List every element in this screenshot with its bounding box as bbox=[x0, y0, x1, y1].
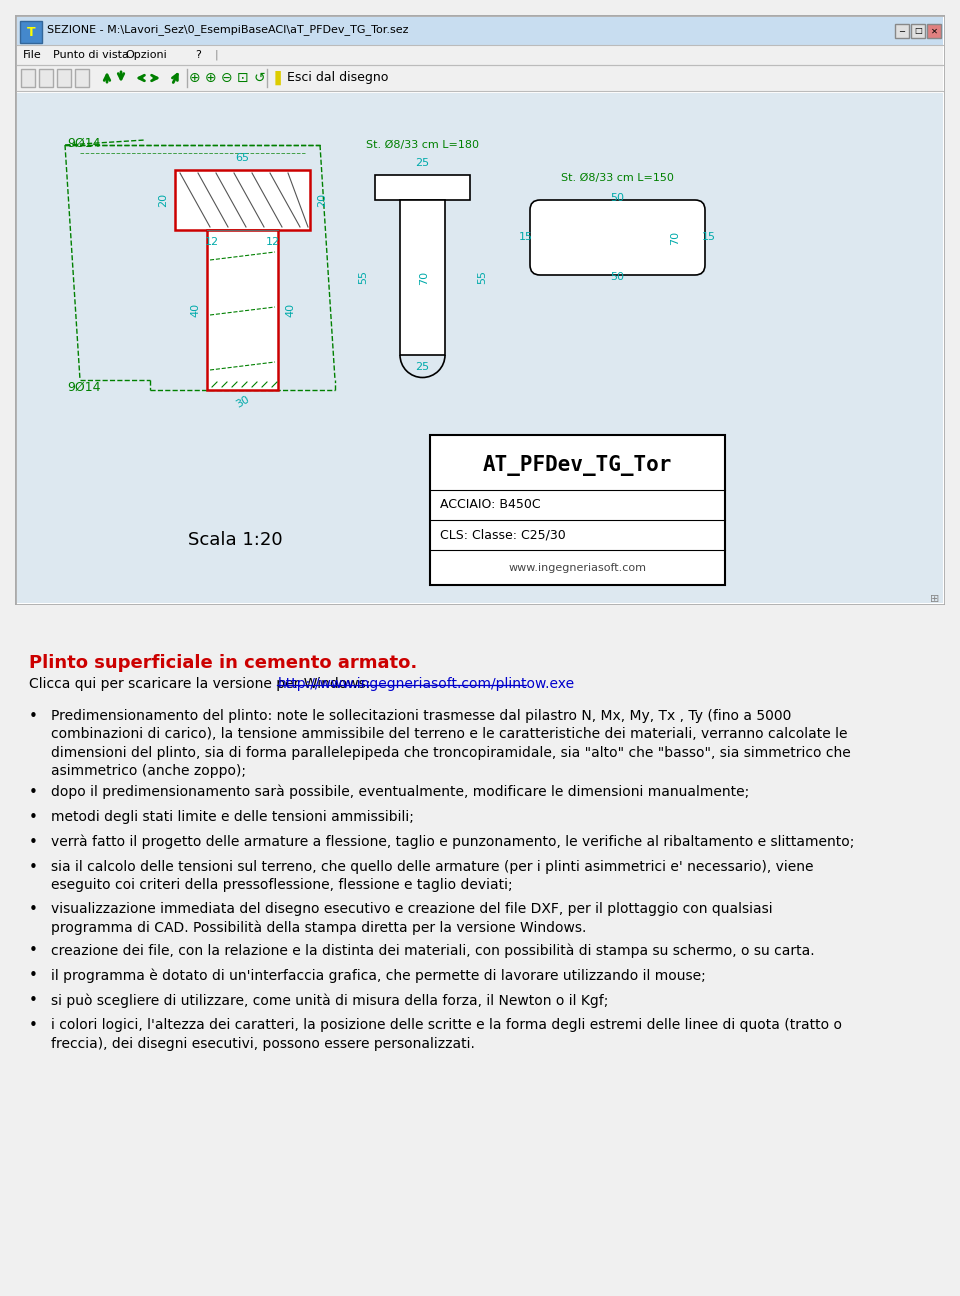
Text: □: □ bbox=[914, 26, 922, 35]
Text: 12: 12 bbox=[204, 237, 219, 248]
Text: 9Ø14: 9Ø14 bbox=[67, 381, 101, 394]
Text: 55: 55 bbox=[358, 271, 368, 285]
Text: •: • bbox=[29, 859, 37, 875]
Bar bbox=[927, 25, 941, 38]
Text: AT_PFDev_TG_Tor: AT_PFDev_TG_Tor bbox=[483, 455, 672, 476]
Text: verrà fatto il progetto delle armature a flessione, taglio e punzonamento, le ve: verrà fatto il progetto delle armature a… bbox=[51, 835, 854, 849]
Text: 25: 25 bbox=[416, 158, 429, 168]
Bar bbox=[39, 69, 53, 87]
Text: 15: 15 bbox=[519, 232, 533, 242]
Bar bbox=[17, 17, 943, 45]
Text: •: • bbox=[29, 810, 37, 824]
Text: 20: 20 bbox=[158, 193, 168, 207]
Text: Predimensionamento del plinto: note le sollecitazioni trasmesse dal pilastro N, : Predimensionamento del plinto: note le s… bbox=[51, 709, 851, 778]
Text: •: • bbox=[29, 994, 37, 1008]
Text: metodi degli stati limite e delle tensioni ammissibili;: metodi degli stati limite e delle tensio… bbox=[51, 810, 414, 824]
Text: Scala 1:20: Scala 1:20 bbox=[188, 531, 282, 550]
Bar bbox=[17, 45, 943, 65]
Text: 65: 65 bbox=[235, 153, 250, 163]
Bar bbox=[17, 93, 943, 603]
Text: SEZIONE - M:\Lavori_Sez\0_EsempiBaseACI\aT_PFDev_TG_Tor.sez: SEZIONE - M:\Lavori_Sez\0_EsempiBaseACI\… bbox=[47, 25, 409, 35]
Text: Esci dal disegno: Esci dal disegno bbox=[287, 71, 389, 84]
Text: •: • bbox=[29, 902, 37, 916]
Bar bbox=[400, 200, 445, 355]
Text: dopo il predimensionamento sarà possibile, eventualmente, modificare le dimensio: dopo il predimensionamento sarà possibil… bbox=[51, 784, 749, 800]
Text: Plinto superficiale in cemento armato.: Plinto superficiale in cemento armato. bbox=[29, 654, 417, 671]
Text: 50: 50 bbox=[611, 193, 625, 203]
Text: 55: 55 bbox=[477, 271, 487, 285]
Text: Opzioni: Opzioni bbox=[125, 51, 167, 60]
Text: 70: 70 bbox=[420, 271, 429, 285]
FancyBboxPatch shape bbox=[530, 200, 705, 275]
Text: 40: 40 bbox=[285, 303, 295, 318]
Bar bbox=[20, 21, 42, 43]
Bar bbox=[17, 93, 943, 603]
Text: Punto di vista: Punto di vista bbox=[53, 51, 129, 60]
Text: •: • bbox=[29, 943, 37, 959]
Bar bbox=[175, 170, 310, 229]
Text: 70: 70 bbox=[670, 231, 680, 245]
Text: File: File bbox=[23, 51, 41, 60]
Bar bbox=[17, 65, 943, 91]
Text: T: T bbox=[27, 26, 36, 39]
Text: ⊞: ⊞ bbox=[930, 594, 940, 604]
Text: 25: 25 bbox=[416, 362, 429, 372]
Text: St. Ø8/33 cm L=150: St. Ø8/33 cm L=150 bbox=[561, 172, 674, 183]
Text: ↺: ↺ bbox=[253, 71, 265, 86]
Text: 9Ø14: 9Ø14 bbox=[67, 136, 101, 149]
Text: •: • bbox=[29, 1019, 37, 1033]
Text: visualizzazione immediata del disegno esecutivo e creazione del file DXF, per il: visualizzazione immediata del disegno es… bbox=[51, 902, 773, 934]
Text: ?: ? bbox=[195, 51, 201, 60]
Text: |: | bbox=[215, 49, 219, 60]
Bar bbox=[207, 229, 278, 390]
Text: •: • bbox=[29, 835, 37, 850]
Text: il programma è dotato di un'interfaccia grafica, che permette di lavorare utiliz: il programma è dotato di un'interfaccia … bbox=[51, 968, 706, 982]
Text: •: • bbox=[29, 968, 37, 984]
Text: CLS: Classe: C25/30: CLS: Classe: C25/30 bbox=[440, 529, 565, 542]
Text: 30: 30 bbox=[234, 394, 252, 410]
Text: ⊡: ⊡ bbox=[237, 71, 249, 86]
Text: creazione dei file, con la relazione e la distinta dei materiali, con possibilit: creazione dei file, con la relazione e l… bbox=[51, 943, 814, 958]
Text: ─: ─ bbox=[900, 26, 904, 35]
Text: 40: 40 bbox=[190, 303, 200, 318]
Text: ✕: ✕ bbox=[930, 26, 938, 35]
Text: http://www.ingegneriasoft.com/plintow.exe: http://www.ingegneriasoft.com/plintow.ex… bbox=[277, 677, 575, 691]
Text: 50: 50 bbox=[611, 272, 625, 283]
Text: sia il calcolo delle tensioni sul terreno, che quello delle armature (per i plin: sia il calcolo delle tensioni sul terren… bbox=[51, 859, 813, 892]
Text: ⊕: ⊕ bbox=[189, 71, 201, 86]
Text: 12: 12 bbox=[266, 237, 280, 248]
Bar bbox=[21, 69, 35, 87]
Bar bbox=[430, 435, 725, 584]
Text: •: • bbox=[29, 709, 37, 723]
Text: 20: 20 bbox=[317, 193, 327, 207]
Text: ACCIAIO: B450C: ACCIAIO: B450C bbox=[440, 499, 540, 512]
Text: •: • bbox=[29, 784, 37, 800]
Bar bbox=[75, 69, 89, 87]
Bar bbox=[911, 25, 925, 38]
Text: St. Ø8/33 cm L=180: St. Ø8/33 cm L=180 bbox=[366, 140, 479, 150]
Text: Clicca qui per scaricare la versione per Windows:: Clicca qui per scaricare la versione per… bbox=[29, 677, 379, 691]
Bar bbox=[57, 69, 71, 87]
Text: ⊖: ⊖ bbox=[221, 71, 233, 86]
Text: ⊕: ⊕ bbox=[205, 71, 217, 86]
Text: i colori logici, l'altezza dei caratteri, la posizione delle scritte e la forma : i colori logici, l'altezza dei caratteri… bbox=[51, 1019, 842, 1051]
Bar bbox=[895, 25, 909, 38]
Text: www.ingegneriasoft.com: www.ingegneriasoft.com bbox=[509, 562, 646, 573]
Text: ▐: ▐ bbox=[270, 71, 280, 86]
Text: 15: 15 bbox=[702, 232, 716, 242]
Bar bbox=[375, 175, 470, 200]
Text: si può scegliere di utilizzare, come unità di misura della forza, il Newton o il: si può scegliere di utilizzare, come uni… bbox=[51, 994, 609, 1008]
